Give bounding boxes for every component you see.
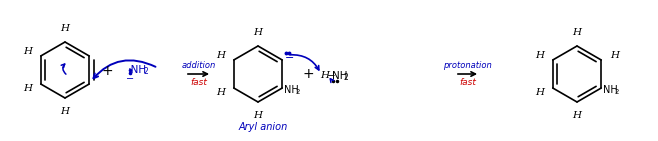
Text: H: H [610, 51, 619, 60]
Text: 2: 2 [143, 67, 148, 76]
Text: H: H [572, 28, 582, 37]
Text: +: + [302, 67, 314, 81]
Text: Aryl anion: Aryl anion [238, 122, 288, 132]
Text: NH: NH [603, 85, 618, 95]
Text: H: H [572, 111, 582, 120]
Text: H: H [216, 51, 225, 60]
Text: NH: NH [332, 71, 347, 81]
Text: −: − [126, 74, 134, 84]
Text: H: H [320, 71, 329, 81]
Text: +: + [101, 64, 113, 78]
Text: fast: fast [459, 78, 476, 87]
Text: addition: addition [182, 61, 216, 70]
Text: H: H [535, 51, 544, 60]
Text: H: H [535, 88, 544, 97]
Text: −: − [286, 53, 295, 63]
Text: 2: 2 [344, 73, 349, 82]
Text: H: H [216, 88, 225, 97]
Text: −: − [327, 71, 336, 81]
Text: protonation: protonation [443, 61, 492, 70]
Text: :NH: :NH [128, 65, 147, 75]
Text: H: H [61, 24, 70, 33]
Text: 2: 2 [295, 89, 300, 94]
Text: H: H [23, 84, 32, 93]
Text: NH: NH [284, 85, 299, 95]
Text: 2: 2 [615, 89, 619, 94]
Text: H: H [61, 107, 70, 116]
Text: H: H [253, 28, 263, 37]
Text: H: H [23, 47, 32, 56]
Text: H: H [253, 111, 263, 120]
Text: fast: fast [190, 78, 207, 87]
